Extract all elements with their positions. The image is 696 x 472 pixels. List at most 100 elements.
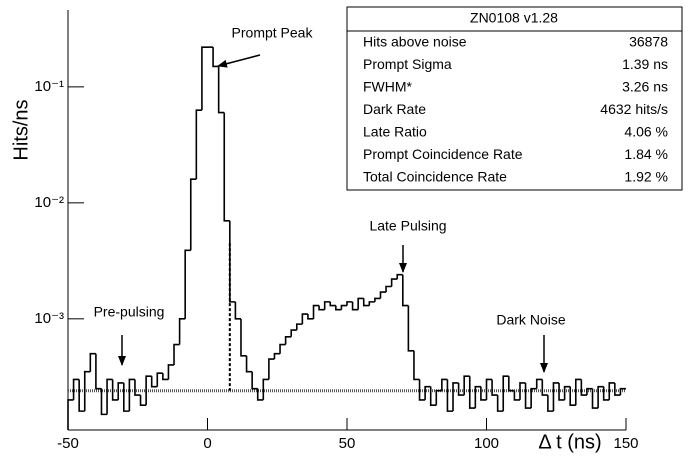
- histogram-bin: [245, 355, 253, 373]
- annotation-arrow: [217, 54, 261, 68]
- histogram-bin: [480, 386, 487, 401]
- histogram-bin: [390, 278, 398, 287]
- stat-label: FWHM*: [363, 79, 413, 95]
- histogram-bin: [513, 390, 520, 401]
- histogram-bin: [468, 376, 476, 409]
- stat-label: Total Coincidence Rate: [363, 169, 507, 185]
- x-axis-title: Δ t (ns): [538, 431, 601, 453]
- histogram-bin: [452, 382, 459, 412]
- x-tick-label: 50: [339, 435, 356, 452]
- histogram-bin: [134, 379, 141, 396]
- histogram-bin: [524, 382, 532, 409]
- histogram-bin: [217, 66, 225, 114]
- annotation: Pre-pulsing: [94, 304, 165, 320]
- histogram-bin: [569, 386, 576, 406]
- y-tick-label: 10⁻¹: [34, 78, 64, 95]
- stat-label: Hits above noise: [363, 34, 467, 50]
- stat-label: Late Ratio: [363, 124, 427, 140]
- histogram-bin: [413, 350, 420, 381]
- histogram-bin: [145, 375, 152, 406]
- histogram-bin: [106, 378, 113, 415]
- stats-title: ZN0108 v1.28: [470, 10, 558, 26]
- histogram-bin: [608, 382, 615, 400]
- histogram-bin: [457, 382, 465, 396]
- histogram-bin: [418, 379, 426, 401]
- histogram-bin: [530, 387, 537, 409]
- stat-label: Prompt Coincidence Rate: [363, 146, 523, 162]
- histogram-bin: [441, 378, 448, 391]
- histogram-bin: [72, 378, 80, 400]
- histogram-bin: [591, 388, 599, 409]
- histogram-bin: [189, 178, 197, 251]
- stat-value: 1.92 %: [624, 169, 668, 185]
- histogram-bin: [424, 385, 431, 400]
- histogram-bin: [508, 376, 515, 392]
- histogram-bin: [295, 323, 303, 331]
- histogram-bin: [574, 378, 582, 406]
- histogram-bin: [318, 305, 325, 311]
- histogram-bin: [602, 386, 610, 401]
- histogram-bin: [67, 399, 74, 430]
- histogram-bin: [446, 379, 454, 412]
- histogram-bin: [139, 395, 147, 406]
- histogram-bin: [535, 378, 543, 389]
- histogram-bin: [83, 370, 91, 412]
- histogram-bin: [178, 318, 186, 345]
- histogram-bin: [195, 109, 202, 180]
- stat-label: Dark Rate: [363, 101, 426, 117]
- annotation: Late Pulsing: [369, 218, 446, 234]
- histogram-bin: [212, 47, 219, 68]
- histogram-bin: [156, 372, 163, 387]
- stat-value: 36878: [629, 34, 668, 50]
- histogram-bin: [586, 387, 593, 396]
- histogram-bin: [307, 314, 314, 320]
- histogram-bin: [519, 382, 526, 400]
- histogram-bin: [95, 353, 102, 390]
- stats-box: [346, 6, 683, 191]
- histogram-bin: [201, 46, 208, 111]
- histogram-bin: [346, 301, 353, 306]
- histogram-bin: [312, 304, 320, 319]
- histogram-bin: [229, 220, 236, 303]
- histogram-bin: [374, 297, 381, 302]
- histogram-bin: [597, 385, 604, 409]
- histogram-bin: [167, 364, 175, 380]
- y-axis-title: Hits/ns: [10, 99, 32, 160]
- y-tick-label: 10⁻³: [34, 310, 64, 327]
- histogram-bin: [340, 304, 347, 310]
- histogram-bin: [111, 379, 119, 401]
- histogram-bin: [485, 378, 493, 400]
- histogram-bin: [558, 382, 565, 401]
- histogram-bin: [402, 274, 409, 307]
- histogram-bin: [580, 379, 587, 396]
- histogram-bin: [357, 297, 364, 310]
- histogram-bin: [323, 301, 331, 310]
- histogram-bin: [301, 313, 308, 325]
- histogram-bin: [407, 305, 414, 352]
- histogram-bin: [262, 378, 269, 400]
- histogram-bin: [234, 301, 241, 320]
- histogram-bin: [223, 112, 230, 222]
- histogram-bin: [547, 395, 554, 412]
- annotation: Dark Noise: [496, 312, 565, 328]
- histogram-bin: [78, 379, 85, 412]
- histogram-bin: [619, 387, 626, 396]
- histogram-bin: [290, 329, 297, 337]
- histogram-bin: [362, 298, 370, 307]
- histogram-bin: [335, 305, 342, 311]
- histogram-bin: [396, 273, 403, 280]
- y-tick-label: 10⁻²: [34, 194, 64, 211]
- histogram-bin: [385, 285, 392, 293]
- histogram-bin: [563, 385, 571, 400]
- histogram-bin: [435, 389, 442, 406]
- histogram-bin: [429, 386, 437, 406]
- histogram-bin: [150, 376, 158, 388]
- histogram-bin: [173, 343, 180, 365]
- histogram-bin: [256, 388, 264, 401]
- histogram-bin: [162, 373, 169, 381]
- histogram-bin: [123, 382, 130, 412]
- x-tick-label: 0: [203, 435, 211, 452]
- stat-value: 3.26 ns: [622, 79, 668, 95]
- x-tick-label: 150: [613, 435, 638, 452]
